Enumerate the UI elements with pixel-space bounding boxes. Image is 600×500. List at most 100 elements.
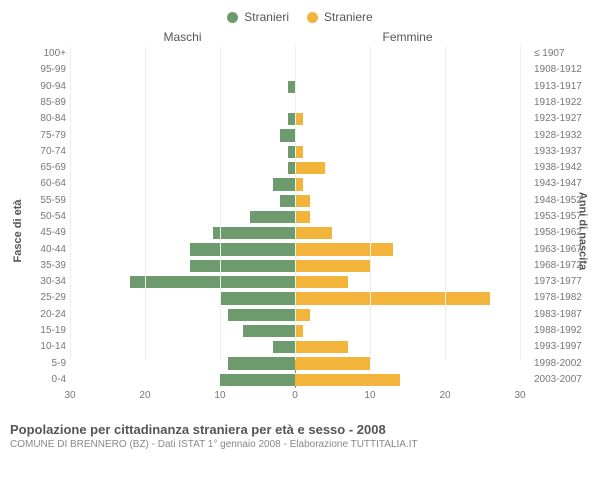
birth-year-label: 1978-1982 [530,292,586,303]
age-label: 70-74 [14,146,70,157]
birth-year-label: 1913-1917 [530,81,586,92]
bar-female [295,146,303,158]
pyramid-chart: Fasce di età Anni di nascita 30201001020… [10,46,590,416]
age-label: 45-49 [14,227,70,238]
birth-year-label: 1983-1987 [530,309,586,320]
birth-year-label: 1988-1992 [530,325,586,336]
x-gridline [70,46,71,360]
legend-label-female: Straniere [324,10,373,24]
age-label: 25-29 [14,292,70,303]
age-label: 30-34 [14,276,70,287]
x-gridline [445,46,446,360]
legend-swatch-male [227,12,238,23]
bar-female [295,325,303,337]
bar-female [295,113,303,125]
bar-male [280,195,295,207]
birth-year-label: 1923-1927 [530,113,586,124]
age-label: 55-59 [14,195,70,206]
bar-female [295,195,310,207]
header-male: Maschi [10,30,295,44]
bar-female [295,309,310,321]
age-label: 100+ [14,48,70,59]
bar-female [295,260,370,272]
bar-female [295,292,490,304]
birth-year-label: 1958-1962 [530,227,586,238]
age-label: 15-19 [14,325,70,336]
bar-male [130,276,295,288]
bar-male [280,129,295,141]
age-label: 40-44 [14,244,70,255]
age-label: 0-4 [14,374,70,385]
chart-subtitle: COMUNE DI BRENNERO (BZ) - Dati ISTAT 1° … [10,439,590,450]
bar-male [288,146,296,158]
bar-male [250,211,295,223]
x-tick-label: 10 [364,390,375,401]
age-label: 35-39 [14,260,70,271]
age-label: 95-99 [14,64,70,75]
bar-male [243,325,296,337]
bar-female [295,178,303,190]
bar-male [288,113,296,125]
header-female: Femmine [295,30,590,44]
bar-male [190,243,295,255]
bar-male [220,292,295,304]
bar-female [295,276,348,288]
birth-year-label: 1928-1932 [530,130,586,141]
age-label: 50-54 [14,211,70,222]
pyramid-row [70,372,520,388]
bar-female [295,341,348,353]
birth-year-label: 1908-1912 [530,64,586,75]
birth-year-label: 1968-1972 [530,260,586,271]
birth-year-label: 2003-2007 [530,374,586,385]
age-label: 80-84 [14,113,70,124]
x-gridline [520,46,521,360]
x-tick-label: 20 [139,390,150,401]
bar-female [295,243,393,255]
x-tick-label: 10 [214,390,225,401]
bar-male [273,341,296,353]
bar-male [273,178,296,190]
x-tick-label: 20 [439,390,450,401]
bar-male [190,260,295,272]
birth-year-label: 1933-1937 [530,146,586,157]
birth-year-label: 1973-1977 [530,276,586,287]
age-label: 60-64 [14,178,70,189]
x-tick-label: 30 [64,390,75,401]
bar-female [295,374,400,386]
age-label: 65-69 [14,162,70,173]
bar-female [295,211,310,223]
birth-year-label: ≤ 1907 [530,48,586,59]
age-label: 85-89 [14,97,70,108]
bar-male [228,309,296,321]
legend: Stranieri Straniere [10,8,590,30]
chart-container: Stranieri Straniere Maschi Femmine Fasce… [0,0,600,500]
birth-year-label: 1948-1952 [530,195,586,206]
age-label: 20-24 [14,309,70,320]
chart-title: Popolazione per cittadinanza straniera p… [10,422,590,437]
bar-male [213,227,296,239]
x-gridline [295,46,296,360]
legend-item-female: Straniere [307,10,373,24]
x-tick-label: 0 [292,390,298,401]
x-gridline [220,46,221,360]
bar-female [295,227,332,239]
x-axis: 3020100102030 [70,390,520,406]
legend-item-male: Stranieri [227,10,289,24]
legend-label-male: Stranieri [244,10,289,24]
age-label: 75-79 [14,130,70,141]
birth-year-label: 1943-1947 [530,178,586,189]
bar-male [288,81,296,93]
birth-year-label: 1918-1922 [530,97,586,108]
x-gridline [370,46,371,360]
x-tick-label: 30 [514,390,525,401]
age-label: 90-94 [14,81,70,92]
age-label: 5-9 [14,358,70,369]
age-label: 10-14 [14,341,70,352]
x-gridline [145,46,146,360]
bar-male [288,162,296,174]
legend-swatch-female [307,12,318,23]
birth-year-label: 1993-1997 [530,341,586,352]
plot-area [70,46,520,388]
birth-year-label: 1998-2002 [530,358,586,369]
bar-female [295,357,370,369]
